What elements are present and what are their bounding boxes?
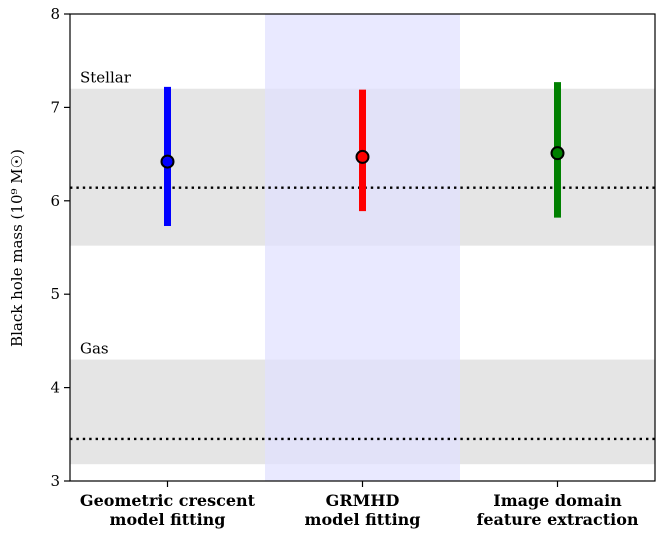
point-marker-2 [550,146,565,161]
y-tick-label: 6 [50,192,60,210]
point-marker-1 [355,149,370,164]
band-label-stellar: Stellar [80,69,132,87]
y-tick-label: 4 [50,379,60,397]
x-tick-label: Image domain [493,491,622,510]
y-tick-label: 7 [50,98,60,116]
y-axis-label: Black hole mass (10⁹ M☉) [8,149,26,347]
x-tick-label: Geometric crescent [80,491,256,510]
x-tick-label: model fitting [305,510,421,529]
y-tick-label: 5 [50,285,60,303]
point-marker-0 [160,154,175,169]
highlight-column [265,14,460,481]
background-bands [70,14,655,481]
y-tick-label: 3 [50,472,60,490]
error-bars [160,82,565,227]
x-tick-label: model fitting [110,510,226,529]
x-tick-label: feature extraction [476,510,638,529]
y-tick-label: 8 [50,5,60,23]
band-label-gas: Gas [80,340,109,358]
x-tick-label: GRMHD [326,491,400,510]
